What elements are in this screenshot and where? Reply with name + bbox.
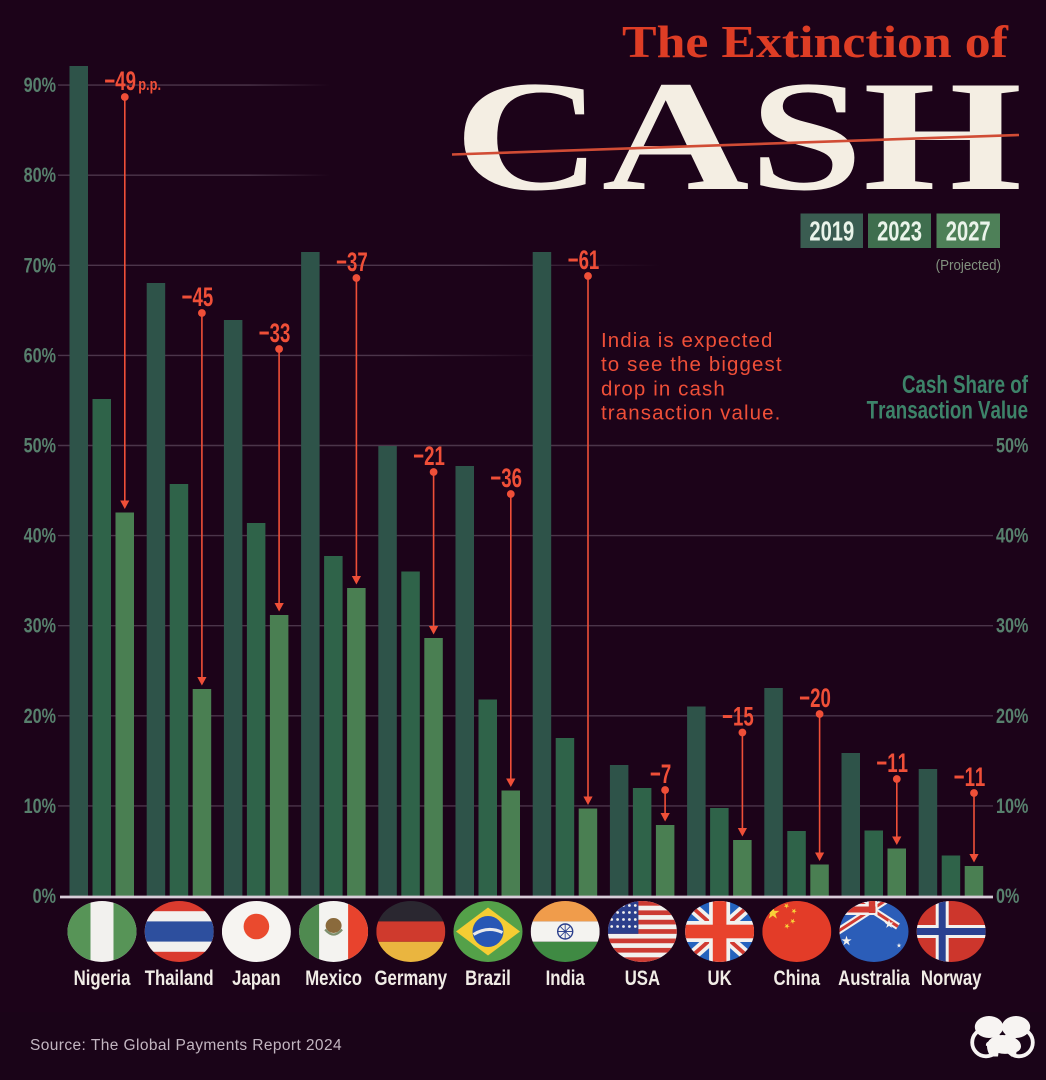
svg-text:The Extinction of: The Extinction of (622, 18, 1009, 67)
svg-text:20%: 20% (996, 704, 1029, 728)
svg-text:−21: −21 (413, 441, 445, 471)
svg-text:Mexico: Mexico (305, 967, 362, 990)
svg-text:50%: 50% (24, 433, 57, 457)
svg-text:60%: 60% (24, 343, 57, 367)
svg-text:70%: 70% (24, 253, 57, 277)
svg-text:−45: −45 (182, 282, 214, 312)
svg-text:Japan: Japan (232, 967, 280, 990)
svg-text:2023: 2023 (877, 216, 922, 247)
svg-text:−20: −20 (799, 683, 831, 713)
svg-text:transaction value.: transaction value. (601, 402, 781, 425)
svg-text:(Projected): (Projected) (936, 257, 1001, 274)
svg-text:Nigeria: Nigeria (74, 967, 131, 990)
svg-text:India is expected: India is expected (601, 329, 774, 352)
svg-text:USA: USA (625, 967, 660, 990)
svg-text:30%: 30% (24, 614, 57, 638)
svg-text:Germany: Germany (374, 967, 447, 990)
svg-text:10%: 10% (996, 794, 1029, 818)
svg-text:Brazil: Brazil (465, 967, 511, 990)
svg-text:Thailand: Thailand (145, 967, 214, 990)
svg-text:40%: 40% (24, 524, 57, 548)
svg-text:−37: −37 (336, 247, 368, 277)
svg-text:−11: −11 (954, 762, 986, 792)
svg-text:p.p.: p.p. (138, 77, 161, 95)
svg-text:−33: −33 (259, 318, 291, 348)
svg-text:CASH: CASH (454, 48, 1022, 224)
svg-text:Norway: Norway (921, 967, 982, 990)
svg-text:90%: 90% (24, 73, 57, 97)
svg-text:50%: 50% (996, 433, 1029, 457)
svg-text:2027: 2027 (946, 216, 991, 247)
svg-text:Transaction Value: Transaction Value (867, 396, 1028, 424)
svg-text:to see the biggest: to see the biggest (601, 353, 783, 376)
svg-text:Australia: Australia (838, 967, 910, 990)
svg-text:10%: 10% (24, 794, 57, 818)
svg-text:China: China (774, 967, 821, 990)
svg-text:0%: 0% (33, 884, 57, 908)
svg-text:−36: −36 (490, 463, 522, 493)
svg-text:0%: 0% (996, 884, 1020, 908)
svg-text:UK: UK (707, 967, 731, 990)
svg-text:Source: The Global Payments Re: Source: The Global Payments Report 2024 (30, 1037, 342, 1054)
svg-text:40%: 40% (996, 524, 1029, 548)
svg-text:drop in cash: drop in cash (601, 377, 726, 400)
svg-text:−11: −11 (876, 748, 908, 778)
svg-text:−7: −7 (650, 759, 671, 789)
svg-text:2019: 2019 (809, 216, 854, 247)
svg-text:India: India (546, 967, 585, 990)
svg-text:20%: 20% (24, 704, 57, 728)
svg-text:80%: 80% (24, 163, 57, 187)
svg-text:30%: 30% (996, 614, 1029, 638)
svg-text:−15: −15 (722, 701, 754, 731)
svg-text:−61: −61 (568, 245, 600, 275)
svg-text:−49: −49 (104, 66, 136, 96)
svg-text:Cash Share of: Cash Share of (902, 370, 1029, 398)
